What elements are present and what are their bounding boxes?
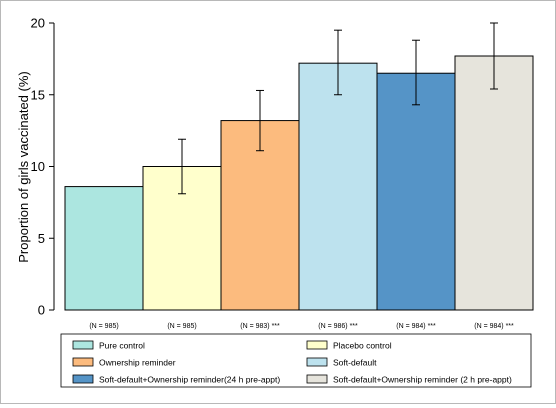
category-label: (N = 986) *** <box>318 323 358 330</box>
y-tick-label: 10 <box>31 159 45 174</box>
legend-swatch <box>306 340 328 350</box>
legend-label: Soft-default+Ownership reminder (2 h pre… <box>333 375 512 385</box>
bar <box>220 120 300 311</box>
legend-swatch <box>306 357 328 367</box>
category-label: (N = 985) <box>167 323 196 330</box>
bar <box>376 72 456 311</box>
legend-swatch <box>72 357 94 367</box>
bar <box>298 62 378 311</box>
y-tick-label: 5 <box>38 231 45 246</box>
legend-swatch <box>72 340 94 350</box>
y-tick-label: 15 <box>31 87 45 102</box>
legend-swatch <box>72 374 94 384</box>
bar <box>454 55 534 311</box>
legend-label: Soft-default+Ownership reminder(24 h pre… <box>99 375 280 385</box>
legend-label: Soft-default <box>333 358 377 368</box>
legend-box <box>60 333 532 388</box>
category-label: (N = 985) <box>89 323 118 330</box>
y-tick-label: 20 <box>31 16 45 31</box>
legend-label: Ownership reminder <box>99 358 176 368</box>
legend-label: Pure control <box>99 341 145 351</box>
legend-swatch <box>306 374 328 384</box>
y-tick-label: 0 <box>38 303 45 318</box>
legend-label: Placebo control <box>333 341 392 351</box>
category-label: (N = 984) *** <box>474 323 514 330</box>
category-label: (N = 983) *** <box>240 323 280 330</box>
y-axis-label: Proportion of girls vaccinated (%) <box>16 71 31 262</box>
bar <box>64 186 144 311</box>
category-label: (N = 984) *** <box>396 323 436 330</box>
